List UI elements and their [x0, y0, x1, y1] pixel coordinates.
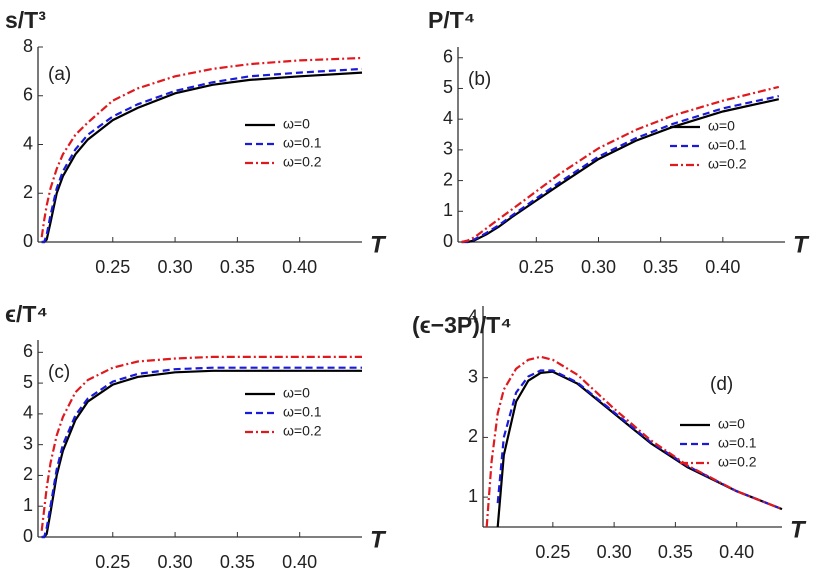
series-line — [41, 366, 362, 539]
series-line — [461, 85, 780, 244]
y-tick-label: 8 — [23, 36, 33, 56]
y-tick-label: 4 — [443, 108, 453, 128]
legend-label: ω=0.1 — [283, 135, 322, 151]
y-tick-label: 4 — [23, 403, 33, 423]
x-tick-label: 0.25 — [95, 552, 130, 572]
y-tick-label: 0 — [443, 231, 453, 251]
panel-label: (a) — [48, 64, 71, 85]
panel-label: (d) — [710, 374, 733, 395]
x-tick-label: 0.35 — [643, 257, 678, 277]
y-tick-label: 0 — [23, 231, 33, 251]
y-tick-label: 2 — [23, 182, 33, 202]
y-axis-label: P/T⁴ — [428, 7, 475, 33]
y-tick-label: 2 — [23, 464, 33, 484]
y-tick-label: 3 — [443, 139, 453, 159]
y-tick-label: 1 — [23, 495, 33, 515]
y-tick-label: 5 — [443, 77, 453, 97]
legend-label: ω=0.1 — [718, 435, 757, 451]
legend-label: ω=0.1 — [708, 137, 747, 153]
y-tick-label: 4 — [468, 307, 478, 327]
y-tick-label: 6 — [443, 46, 453, 66]
x-tick-label: 0.40 — [282, 257, 317, 277]
y-tick-label: 6 — [23, 341, 33, 361]
y-tick-label: 5 — [23, 372, 33, 392]
x-axis-label: T — [793, 231, 810, 258]
x-tick-label: 0.40 — [705, 257, 740, 277]
legend-label: ω=0 — [283, 116, 310, 132]
x-tick-label: 0.30 — [597, 542, 632, 562]
series-line — [41, 369, 362, 539]
x-tick-label: 0.30 — [581, 257, 616, 277]
series-line — [461, 95, 780, 244]
x-axis-label: T — [790, 516, 807, 543]
legend-label: ω=0.1 — [283, 404, 322, 420]
series-line — [485, 355, 783, 528]
y-tick-label: 2 — [443, 169, 453, 189]
series-line — [40, 56, 363, 238]
y-tick-label: 6 — [23, 85, 33, 105]
y-tick-label: 1 — [443, 200, 453, 220]
panel-label: (c) — [48, 362, 70, 383]
legend-label: ω=0 — [708, 118, 735, 134]
legend-label: ω=0.2 — [283, 423, 322, 439]
series-line — [40, 355, 362, 531]
x-tick-label: 0.35 — [220, 552, 255, 572]
y-tick-label: 2 — [468, 426, 478, 446]
x-axis-label: T — [370, 526, 387, 553]
series-line — [41, 67, 363, 244]
y-tick-label: 3 — [468, 366, 478, 386]
legend-label: ω=0.2 — [283, 154, 322, 170]
x-tick-label: 0.40 — [282, 552, 317, 572]
y-axis-label: ϵ/T⁴ — [5, 301, 48, 327]
x-tick-label: 0.30 — [158, 552, 193, 572]
legend-label: ω=0 — [283, 385, 310, 401]
x-tick-label: 0.30 — [158, 257, 193, 277]
y-tick-label: 3 — [23, 433, 33, 453]
panel-label: (b) — [468, 69, 491, 90]
x-tick-label: 0.35 — [658, 542, 693, 562]
x-axis-label: T — [370, 231, 387, 258]
y-tick-label: 1 — [468, 486, 478, 506]
y-tick-label: 0 — [23, 526, 33, 546]
legend-label: ω=0 — [718, 416, 745, 432]
y-axis-label: (ϵ−3P)/T⁴ — [412, 312, 512, 338]
y-axis-label: s/T³ — [5, 7, 46, 33]
y-tick-label: 4 — [23, 133, 33, 153]
x-tick-label: 0.25 — [95, 257, 130, 277]
x-tick-label: 0.35 — [220, 257, 255, 277]
x-tick-label: 0.40 — [719, 542, 754, 562]
legend-label: ω=0.2 — [718, 454, 757, 470]
legend-label: ω=0.2 — [708, 156, 747, 172]
x-tick-label: 0.25 — [519, 257, 554, 277]
x-tick-label: 0.25 — [535, 542, 570, 562]
